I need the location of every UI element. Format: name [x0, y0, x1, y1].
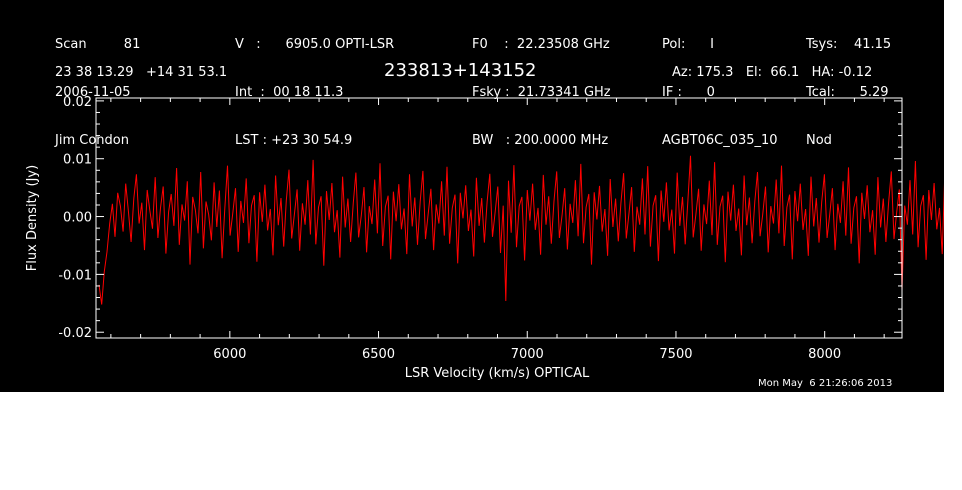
polarization-info: Pol: I IF : 0 AGBT06C_035_10	[662, 5, 778, 181]
system-info: Tsys: 41.15 Tcal: 5.29 Nod	[806, 5, 891, 181]
observer: Jim Condon	[55, 133, 129, 148]
y-tick-label: 0.01	[63, 153, 92, 168]
if-number: IF : 0	[662, 85, 715, 100]
velocity-info: V : 6905.0 OPTI-LSR Int : 00 18 11.3 LST…	[235, 5, 394, 181]
bandwidth: BW : 200.0000 MHz	[472, 133, 609, 148]
tsys: Tsys: 41.15	[806, 37, 892, 52]
x-tick-label: 6000	[213, 347, 246, 362]
axis-ticks: 6000 6500 7000 7500 8000 -0.02 -0.01 0.00 0.01 0.…	[58, 95, 902, 362]
spectrum-chart: 6000 6500 7000 7500 8000 -0.02 -0.01 0.00 0.01 0.…	[25, 95, 944, 381]
scan-info: Scan 81 2006-11-05 Jim Condon	[55, 5, 140, 181]
x-tick-label: 6500	[362, 347, 395, 362]
polarization: Pol: I	[662, 37, 714, 52]
integration-time: Int : 00 18 11.3	[235, 85, 344, 100]
lst: LST : +23 30 54.9	[235, 133, 353, 148]
spectrum-series-0	[98, 155, 944, 305]
spectrum-layer	[98, 155, 944, 305]
y-tick-label: -0.01	[58, 268, 92, 283]
velocity: V : 6905.0 OPTI-LSR	[235, 37, 395, 52]
observation-date: 2006-11-05	[55, 85, 131, 100]
scan-number: Scan 81	[55, 37, 141, 52]
project-id: AGBT06C_035_10	[662, 133, 778, 148]
x-tick-label: 7500	[659, 347, 692, 362]
source-name: 233813+143152	[384, 60, 537, 81]
y-tick-label: -0.02	[58, 326, 92, 341]
plot-canvas: Scan 81 2006-11-05 Jim Condon V : 6905.0…	[0, 0, 944, 392]
proc-type: Nod	[806, 133, 832, 148]
plot-timestamp: Mon May 6 21:26:06 2013	[758, 378, 893, 389]
x-tick-label: 8000	[808, 347, 841, 362]
source-coordinates: 23 38 13.29 +14 31 53.1	[55, 65, 228, 80]
x-axis-label: LSR Velocity (km/s) OPTICAL	[405, 366, 590, 381]
sky-frequency: Fsky : 21.73341 GHz	[472, 85, 611, 100]
x-tick-label: 7000	[511, 347, 544, 362]
plot-frame	[95, 97, 903, 339]
y-axis-label: Flux Density (Jy)	[25, 165, 40, 271]
tcal: Tcal: 5.29	[806, 85, 889, 100]
az-el-ha: Az: 175.3 El: 66.1 HA: -0.12	[672, 65, 873, 80]
rest-frequency: F0 : 22.23508 GHz	[472, 37, 610, 52]
y-tick-label: 0.00	[63, 211, 92, 226]
y-tick-label: 0.02	[63, 95, 92, 110]
frequency-info: F0 : 22.23508 GHz Fsky : 21.73341 GHz BW…	[472, 5, 611, 181]
